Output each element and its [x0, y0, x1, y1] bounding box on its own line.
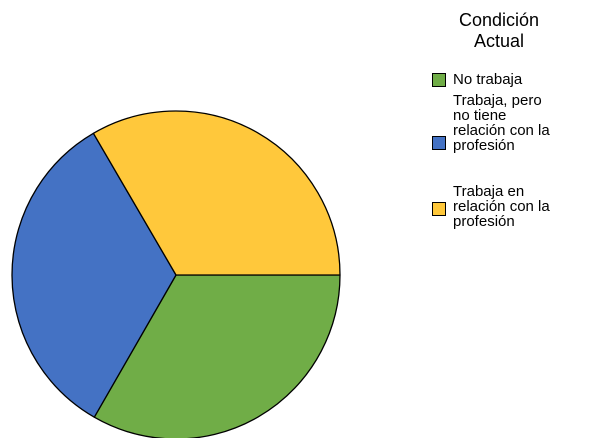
legend-label-no-trabaja: No trabaja: [453, 71, 523, 88]
legend-item-no-trabaja: No trabaja: [429, 72, 593, 92]
legend-swatch-trabaja-sin-relacion: [432, 136, 446, 150]
legend-title-line-2: Actual: [473, 31, 525, 51]
pie-slice-trabaja-sin-relacion: [11, 132, 177, 418]
legend-title-line-1: Condición: [458, 10, 540, 30]
legend-title: Condición Actual: [429, 10, 569, 52]
legend-swatch-trabaja-con-relacion: [432, 202, 446, 216]
legend-item-trabaja-con-relacion: Trabaja en relación con la profesión: [429, 184, 593, 234]
pie-slice-trabaja-con-relacion: [92, 110, 341, 276]
pie-slice-no-trabaja: [93, 274, 341, 438]
pie-slices: [11, 110, 341, 438]
legend-swatch-no-trabaja: [432, 73, 446, 87]
pie-chart: [11, 110, 341, 438]
legend-label-trabaja-sin-relacion: Trabaja, pero no tiene relación con la p…: [453, 92, 550, 154]
legend-item-trabaja-sin-relacion: Trabaja, pero no tiene relación con la p…: [429, 93, 593, 157]
legend-label-trabaja-con-relacion: Trabaja en relación con la profesión: [453, 183, 550, 230]
